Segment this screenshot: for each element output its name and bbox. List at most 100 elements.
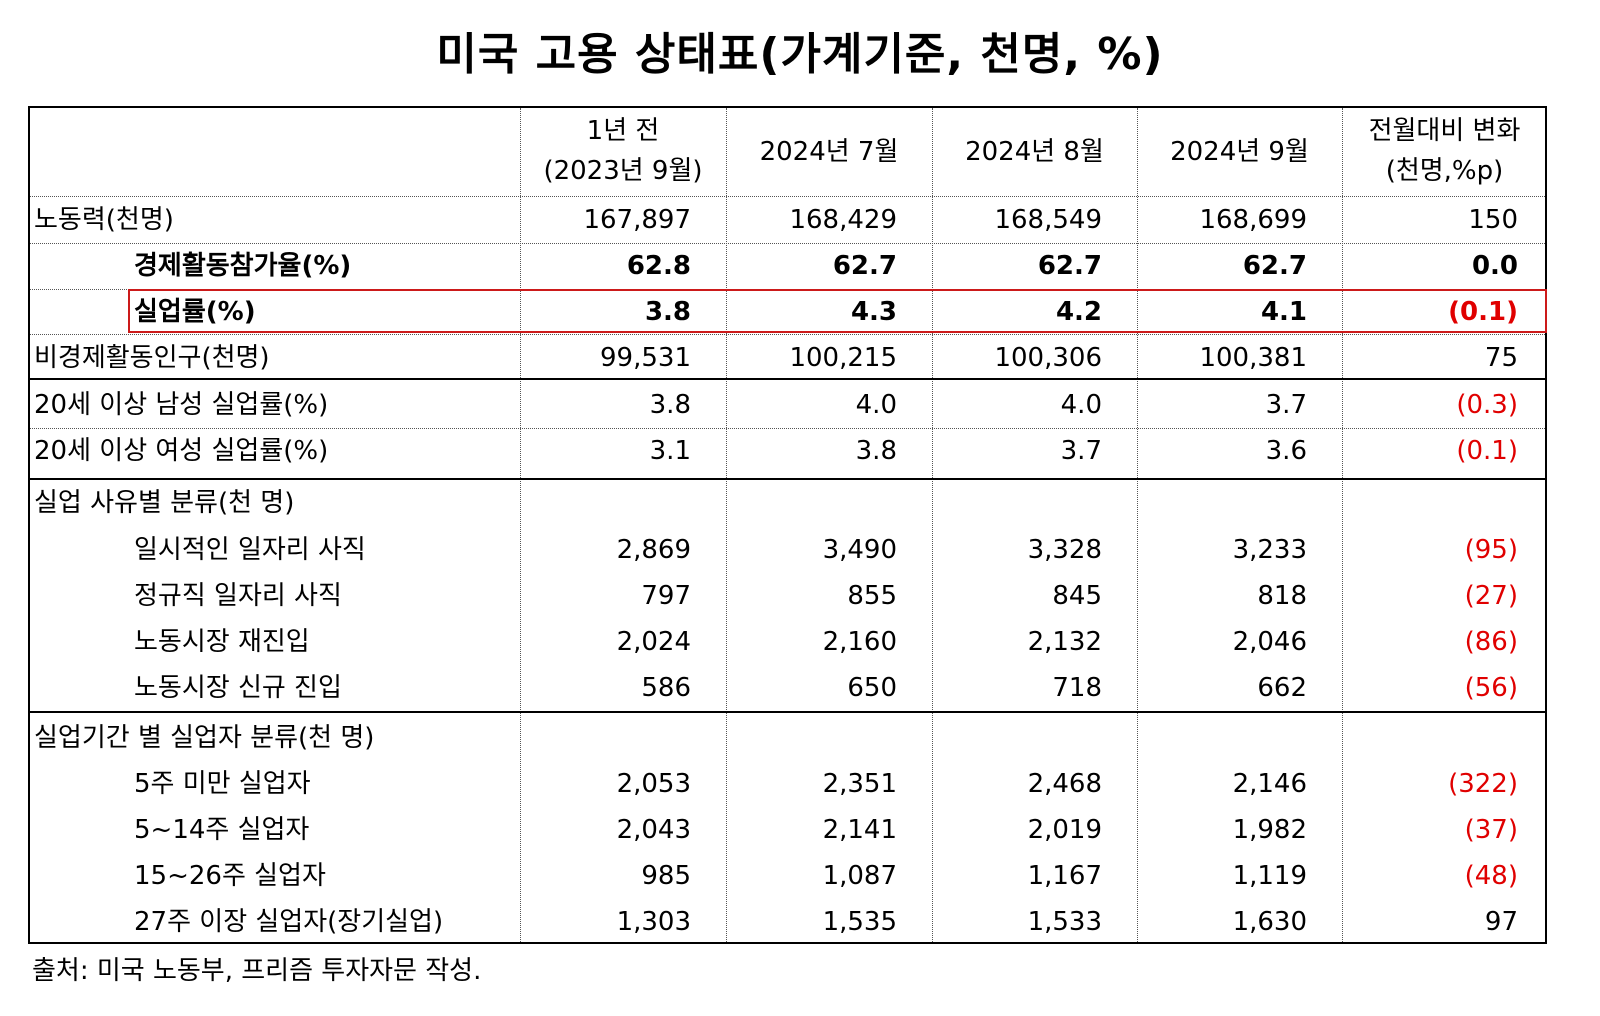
value-cell: 100,215 <box>789 343 897 373</box>
value-cell: 4.0 <box>855 390 897 420</box>
value-cell: 3,490 <box>822 535 897 565</box>
row-label: 실업기간 별 실업자 분류(천 명) <box>34 723 375 753</box>
value-cell: 818 <box>1257 581 1307 611</box>
value-cell: 1,119 <box>1232 861 1307 891</box>
value-cell: 62.8 <box>626 251 691 281</box>
row-label: 정규직 일자리 사직 <box>134 581 342 611</box>
column-divider <box>726 108 727 942</box>
value-cell: 662 <box>1257 673 1307 703</box>
value-cell: 1,630 <box>1232 907 1307 937</box>
value-cell: 1,167 <box>1027 861 1102 891</box>
value-cell: 3.7 <box>1265 390 1307 420</box>
header-cell: 전월대비 변화 (천명,%p) <box>1342 111 1547 191</box>
value-cell: 2,024 <box>616 627 691 657</box>
change-value-cell: (48) <box>1464 861 1518 891</box>
change-value-cell: 97 <box>1484 907 1518 937</box>
header-change: 전월대비 변화 <box>1368 116 1521 146</box>
column-divider <box>932 108 933 942</box>
header-change-unit: (천명,%p) <box>1385 156 1504 186</box>
value-cell: 4.1 <box>1260 297 1307 327</box>
value-cell: 168,429 <box>789 205 897 235</box>
row-divider <box>30 334 1545 335</box>
value-cell: 62.7 <box>832 251 897 281</box>
change-value-cell: 0.0 <box>1471 251 1518 281</box>
header-cell: 2024년 8월 <box>965 137 1104 167</box>
value-cell: 2,046 <box>1232 627 1307 657</box>
row-label: 일시적인 일자리 사직 <box>134 535 366 565</box>
value-cell: 1,087 <box>822 861 897 891</box>
source-note: 출처: 미국 노동부, 프리즘 투자자문 작성. <box>32 956 482 986</box>
value-cell: 3,233 <box>1232 535 1307 565</box>
change-value-cell: 75 <box>1484 343 1518 373</box>
value-cell: 3.8 <box>644 297 691 327</box>
change-value-cell: (0.3) <box>1456 390 1518 420</box>
change-value-cell: (56) <box>1464 673 1518 703</box>
value-cell: 1,535 <box>822 907 897 937</box>
column-divider <box>1342 108 1343 942</box>
row-label: 노동력(천명) <box>34 205 174 235</box>
value-cell: 3.6 <box>1265 436 1307 466</box>
change-value-cell: (0.1) <box>1448 297 1518 327</box>
value-cell: 3.8 <box>649 390 691 420</box>
value-cell: 1,982 <box>1232 815 1307 845</box>
section-divider <box>30 478 1545 480</box>
value-cell: 2,132 <box>1027 627 1102 657</box>
value-cell: 4.2 <box>1055 297 1102 327</box>
row-divider <box>30 243 1545 244</box>
value-cell: 2,141 <box>822 815 897 845</box>
value-cell: 3.8 <box>855 436 897 466</box>
highlight-box <box>128 289 1547 333</box>
value-cell: 100,381 <box>1199 343 1307 373</box>
row-label: 노동시장 신규 진입 <box>134 673 342 703</box>
value-cell: 62.7 <box>1037 251 1102 281</box>
change-value-cell: (27) <box>1464 581 1518 611</box>
value-cell: 100,306 <box>994 343 1102 373</box>
value-cell: 586 <box>641 673 691 703</box>
value-cell: 1,533 <box>1027 907 1102 937</box>
value-cell: 855 <box>847 581 897 611</box>
value-cell: 718 <box>1052 673 1102 703</box>
row-label: 노동시장 재진입 <box>134 627 310 657</box>
value-cell: 4.3 <box>850 297 897 327</box>
row-label: 5~14주 실업자 <box>134 815 310 845</box>
row-label: 실업 사유별 분류(천 명) <box>34 488 295 518</box>
change-value-cell: (86) <box>1464 627 1518 657</box>
change-value-cell: (37) <box>1464 815 1518 845</box>
header-year-ago-date: (2023년 9월) <box>543 156 703 186</box>
page-title: 미국 고용 상태표(가계기준, 천명, %) <box>436 29 1164 80</box>
value-cell: 2,351 <box>822 769 897 799</box>
row-label: 20세 이상 남성 실업률(%) <box>34 390 329 420</box>
change-value-cell: (0.1) <box>1456 436 1518 466</box>
row-label: 20세 이상 여성 실업률(%) <box>34 436 329 466</box>
column-divider <box>520 108 521 942</box>
value-cell: 2,468 <box>1027 769 1102 799</box>
value-cell: 845 <box>1052 581 1102 611</box>
header-cell: 2024년 9월 <box>1170 137 1309 167</box>
value-cell: 2,019 <box>1027 815 1102 845</box>
header-cell: 1년 전 (2023년 9월) <box>520 111 726 191</box>
value-cell: 3.1 <box>649 436 691 466</box>
change-value-cell: 150 <box>1468 205 1518 235</box>
value-cell: 985 <box>641 861 691 891</box>
column-divider <box>1137 108 1138 942</box>
row-label: 15~26주 실업자 <box>134 861 326 891</box>
change-value-cell: (322) <box>1448 769 1518 799</box>
row-label: 비경제활동인구(천명) <box>34 343 270 373</box>
value-cell: 167,897 <box>583 205 691 235</box>
section-divider <box>30 378 1545 380</box>
value-cell: 2,146 <box>1232 769 1307 799</box>
value-cell: 2,160 <box>822 627 897 657</box>
value-cell: 168,549 <box>994 205 1102 235</box>
change-value-cell: (95) <box>1464 535 1518 565</box>
value-cell: 3,328 <box>1027 535 1102 565</box>
value-cell: 2,043 <box>616 815 691 845</box>
row-divider <box>30 428 1545 429</box>
value-cell: 797 <box>641 581 691 611</box>
value-cell: 3.7 <box>1060 436 1102 466</box>
header-year-ago: 1년 전 <box>586 116 660 146</box>
row-label: 27주 이장 실업자(장기실업) <box>134 907 444 937</box>
section-divider <box>30 711 1545 713</box>
value-cell: 1,303 <box>616 907 691 937</box>
value-cell: 2,869 <box>616 535 691 565</box>
row-label: 5주 미만 실업자 <box>134 769 311 799</box>
